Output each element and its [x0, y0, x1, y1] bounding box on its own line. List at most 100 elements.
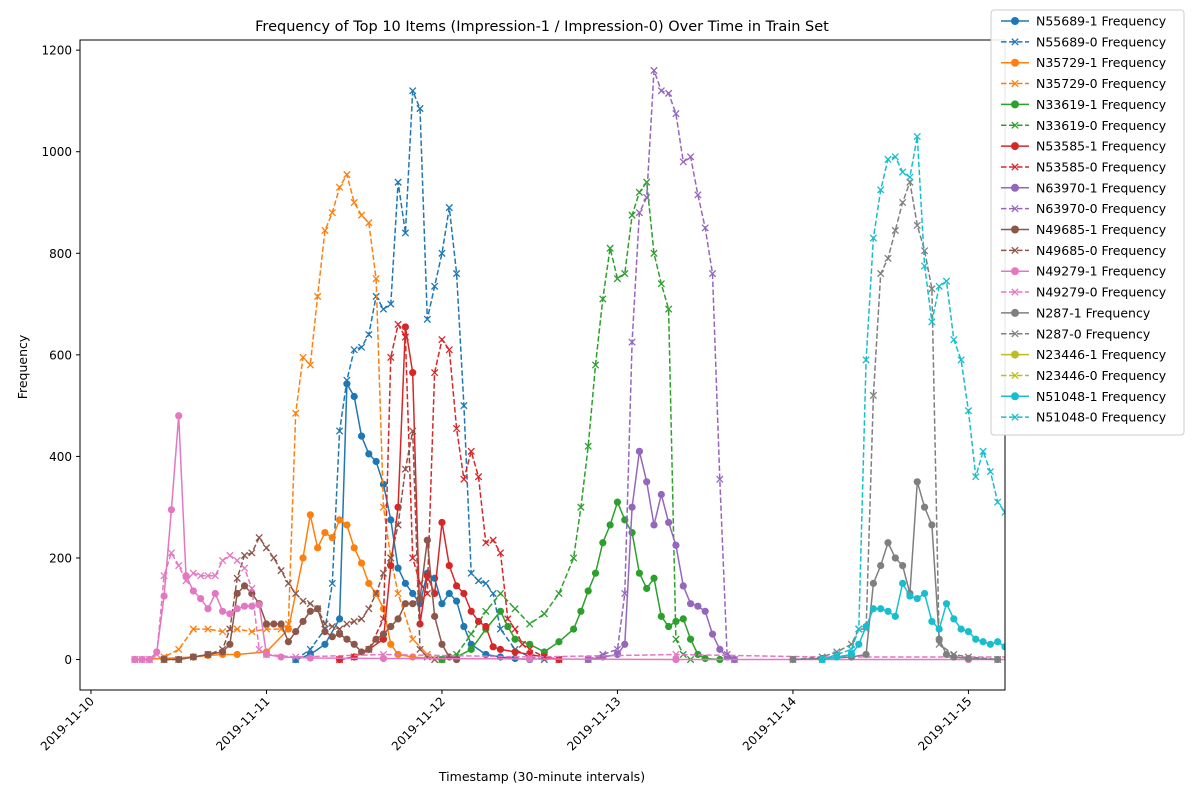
data-point — [994, 638, 1002, 646]
data-point — [248, 589, 256, 598]
data-point — [438, 640, 446, 648]
data-point — [409, 589, 417, 598]
data-point — [416, 620, 424, 628]
data-point — [1023, 651, 1030, 658]
data-point — [1126, 628, 1133, 635]
data-point — [189, 653, 197, 661]
legend-entry: N23446-0 Frequency — [1001, 368, 1167, 383]
data-point — [233, 625, 241, 633]
legend-label: N51048-1 Frequency — [1036, 389, 1167, 404]
data-point — [262, 625, 271, 633]
legend-marker — [1011, 330, 1019, 338]
data-point — [460, 589, 468, 598]
data-point — [1075, 575, 1082, 582]
data-point — [175, 561, 183, 570]
data-point — [430, 368, 439, 377]
data-point — [986, 467, 995, 476]
data-point — [328, 534, 336, 542]
series-line — [1012, 555, 1200, 659]
data-point — [379, 615, 388, 623]
data-point — [467, 569, 475, 577]
data-point — [672, 617, 680, 626]
data-point — [299, 554, 307, 562]
series-N287-1 — [789, 478, 1002, 664]
data-point — [496, 549, 505, 557]
data-point — [328, 633, 336, 641]
data-point — [372, 457, 380, 466]
legend-entry: N35729-0 Frequency — [1001, 76, 1167, 91]
data-point — [175, 645, 183, 654]
data-point — [189, 587, 197, 595]
series-N55689-0 — [292, 87, 548, 664]
data-point — [189, 625, 197, 633]
data-point — [569, 554, 578, 562]
data-point — [577, 503, 585, 511]
data-point — [1038, 656, 1045, 663]
y-tick-label: 1000 — [41, 145, 72, 159]
data-point — [1031, 545, 1037, 551]
data-point — [423, 589, 431, 598]
data-point — [964, 653, 973, 661]
data-point — [452, 650, 461, 659]
data-point — [672, 655, 680, 664]
data-point — [679, 158, 687, 166]
data-point — [526, 640, 534, 648]
data-point — [694, 191, 702, 199]
data-point — [855, 625, 863, 633]
data-point — [467, 630, 475, 638]
data-point — [248, 627, 256, 636]
data-point — [248, 584, 256, 593]
data-point — [1016, 648, 1023, 655]
data-point — [898, 168, 907, 176]
data-point — [277, 620, 285, 628]
data-point — [577, 607, 585, 615]
data-point — [847, 645, 856, 654]
data-point — [833, 650, 841, 659]
data-point — [496, 645, 505, 653]
x-tick-label: 2019-11-12 — [389, 694, 448, 753]
data-point — [672, 635, 680, 643]
series-line — [134, 514, 443, 661]
data-point — [255, 645, 263, 654]
data-point — [343, 521, 351, 529]
data-point — [350, 198, 358, 207]
data-point — [204, 605, 212, 613]
data-point — [957, 356, 965, 364]
data-point — [665, 622, 673, 631]
data-point — [891, 153, 899, 161]
data-point — [584, 442, 592, 450]
data-point — [1155, 653, 1162, 660]
data-point — [1038, 578, 1044, 584]
data-point — [628, 503, 636, 511]
data-point — [233, 650, 241, 659]
data-point — [672, 541, 680, 549]
data-point — [306, 654, 314, 662]
data-point — [906, 592, 914, 600]
data-point — [1184, 652, 1191, 659]
data-point — [599, 650, 607, 659]
data-point — [357, 211, 366, 219]
data-point — [496, 589, 505, 598]
x-tick-label: 2019-11-11 — [213, 694, 272, 753]
legend-marker — [1011, 267, 1019, 276]
data-point — [313, 292, 322, 301]
data-point — [606, 244, 614, 252]
data-point — [928, 318, 936, 326]
data-point — [1111, 620, 1118, 627]
data-point — [335, 516, 344, 524]
data-point — [913, 594, 921, 603]
data-point — [913, 132, 921, 141]
data-point — [898, 198, 907, 207]
data-point — [262, 620, 271, 628]
data-point — [701, 224, 709, 232]
data-point — [1089, 595, 1096, 602]
data-point — [979, 638, 987, 646]
data-point — [613, 275, 622, 283]
data-point — [167, 506, 176, 514]
data-point — [240, 582, 249, 590]
data-point — [270, 620, 278, 628]
data-point — [489, 643, 497, 651]
data-point — [357, 648, 366, 656]
data-point — [613, 645, 622, 654]
data-point — [957, 625, 965, 633]
